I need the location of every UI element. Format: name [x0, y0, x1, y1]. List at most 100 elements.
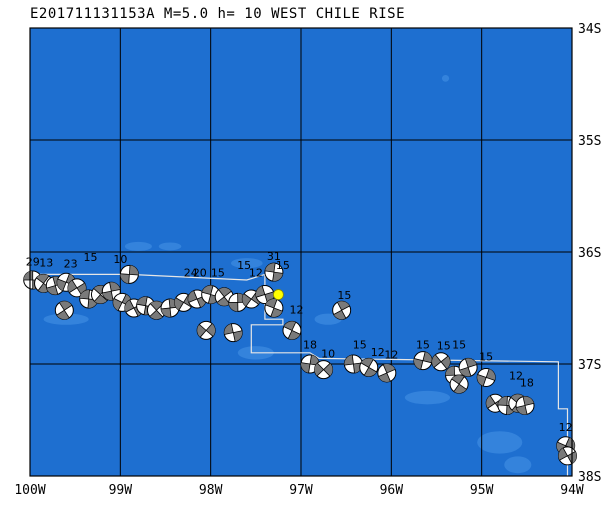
beachball-compression-quadrant [510, 394, 524, 404]
depth-label: 18 [520, 376, 534, 389]
depth-label: 15 [416, 338, 430, 351]
lat-tick-label: 35S [578, 134, 601, 149]
depth-label: 29 [26, 255, 40, 268]
beachball-compression-quadrant [314, 363, 324, 376]
beachball-nodal-plane [414, 358, 432, 364]
beachball-nodal-plane [207, 285, 214, 304]
beachball-nodal-plane [243, 293, 259, 305]
beachball-compression-quadrant [323, 363, 333, 377]
beachball-nodal-plane [333, 305, 350, 315]
beachball-compression-quadrant [228, 302, 238, 312]
main-event-marker [273, 289, 284, 300]
focal-mechanism [264, 262, 284, 282]
depth-label: 13 [39, 257, 53, 270]
beachball-compression-quadrant [451, 375, 465, 385]
depth-label: 31 [267, 250, 281, 263]
focal-mechanism [282, 320, 302, 340]
depth-label: 12 [384, 348, 398, 361]
lon-tick-label: 97W [289, 483, 313, 498]
beachball-compression-quadrant [224, 323, 234, 335]
beachball-compression-quadrant [161, 308, 171, 317]
depth-label: 15 [237, 259, 251, 272]
focal-mechanism [119, 264, 139, 284]
beachball-nodal-plane [270, 299, 278, 317]
beachball-nodal-plane [143, 296, 148, 315]
depth-label: 15 [84, 251, 98, 264]
beachball-compression-quadrant [150, 301, 164, 311]
lon-tick-label: 100W [14, 483, 45, 498]
focal-mechanism [557, 446, 577, 466]
beachball-nodal-plane [87, 290, 90, 309]
lon-tick-label: 98W [199, 483, 223, 498]
focal-mechanism [196, 320, 216, 340]
beachball-compression-quadrant [453, 384, 467, 394]
focal-mechanism [413, 351, 433, 371]
bathymetry-patch [230, 258, 263, 269]
depth-label: 12 [559, 421, 573, 434]
focal-mechanism [431, 352, 451, 372]
beachball-nodal-plane [102, 289, 121, 294]
focal-mechanism [476, 367, 496, 387]
lat-tick-label: 36S [578, 246, 601, 261]
beachball-nodal-plane [199, 324, 214, 337]
beachball-compression-quadrant [432, 354, 442, 368]
beachball-compression-quadrant [36, 274, 49, 284]
beachball-compression-quadrant [497, 396, 508, 406]
depth-label: 15 [437, 339, 451, 352]
depth-label: 15 [479, 351, 493, 364]
beachball-nodal-plane [351, 355, 355, 373]
beachball-nodal-plane [120, 273, 139, 276]
beachball-compression-quadrant [233, 330, 243, 342]
beachball-compression-quadrant [272, 272, 283, 282]
beachball-compression-quadrant [102, 291, 114, 301]
depth-label: 12 [249, 267, 263, 280]
beachball-nodal-plane [378, 369, 396, 377]
beachball-nodal-plane [516, 403, 534, 408]
beachball-compression-quadrant [197, 324, 207, 338]
depth-label: 23 [64, 258, 78, 271]
depth-label: 12 [371, 346, 385, 359]
focal-mechanism [359, 357, 379, 377]
lat-tick-label: 37S [578, 358, 601, 373]
beachball-nodal-plane [216, 290, 232, 303]
lon-tick-label: 96W [380, 483, 404, 498]
lon-tick-label: 95W [470, 483, 494, 498]
beachball-compression-quadrant [523, 396, 534, 406]
depth-label: 12 [289, 304, 303, 317]
focal-mechanism [377, 363, 397, 383]
depth-label: 18 [303, 338, 317, 351]
beachball-compression-quadrant [310, 355, 320, 366]
beachball-nodal-plane [459, 364, 477, 371]
beachball-compression-quadrant [413, 358, 423, 370]
beachball-nodal-plane [317, 362, 331, 377]
bathymetry-patch [158, 242, 182, 251]
depth-label: 10 [113, 253, 127, 266]
lat-tick-label: 34S [578, 22, 601, 37]
beachball-nodal-plane [435, 354, 447, 370]
beachball-nodal-plane [71, 279, 83, 296]
beachball-compression-quadrant [422, 351, 432, 363]
beachball-nodal-plane [193, 290, 201, 308]
beachball-nodal-plane [56, 305, 73, 316]
beachball-compression-quadrant [486, 395, 496, 409]
beachball-nodal-plane [453, 376, 465, 392]
focal-mechanism [332, 300, 352, 320]
beachball-compression-quadrant [360, 358, 374, 368]
focal-mechanism [223, 323, 243, 343]
depth-label: 15 [353, 338, 367, 351]
beachball-compression-quadrant [255, 285, 265, 298]
depth-label: 15 [452, 338, 466, 351]
depth-label: 15 [211, 267, 225, 280]
lat-tick-label: 38S [578, 470, 601, 485]
beachball-compression-quadrant [206, 323, 216, 337]
beachball-compression-quadrant [46, 285, 58, 295]
focal-mechanism [449, 374, 469, 394]
beachball-compression-quadrant [109, 282, 121, 292]
beachball-compression-quadrant [516, 405, 528, 415]
depth-label: 10 [321, 347, 335, 360]
beachball-nodal-plane [230, 323, 236, 342]
beachball-compression-quadrant [149, 310, 163, 320]
depth-label: 15 [276, 259, 290, 272]
beachball-compression-quadrant [94, 294, 108, 304]
